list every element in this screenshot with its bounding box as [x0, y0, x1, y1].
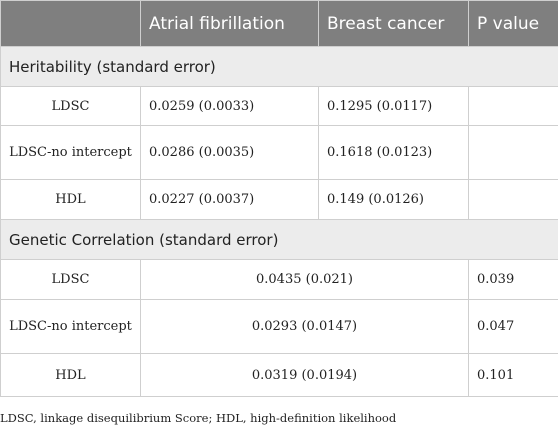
table-row: HDL 0.0319 (0.0194) 0.101 [0, 353, 558, 397]
section-title: Heritability (standard error) [0, 46, 558, 87]
p-value [468, 179, 558, 220]
header-breast-cancer: Breast cancer [318, 0, 469, 47]
section-title: Genetic Correlation (standard error) [0, 219, 558, 260]
method-cell: LDSC-no intercept [0, 125, 141, 180]
section-heritability: Heritability (standard error) [0, 46, 558, 87]
header-atrial-fibrillation: Atrial fibrillation [140, 0, 319, 47]
section-genetic-correlation: Genetic Correlation (standard error) [0, 219, 558, 260]
table-row: HDL 0.0227 (0.0037) 0.149 (0.0126) [0, 179, 558, 220]
method-cell: HDL [0, 179, 141, 220]
table-row: LDSC 0.0259 (0.0033) 0.1295 (0.0117) [0, 86, 558, 126]
table-footnote: LDSC, linkage disequilibrium Score; HDL,… [0, 411, 397, 425]
af-value: 0.0227 (0.0037) [140, 179, 319, 220]
af-value: 0.0259 (0.0033) [140, 86, 319, 126]
correlation-value: 0.0293 (0.0147) [140, 299, 469, 354]
p-value: 0.039 [468, 259, 558, 300]
header-p-value: P value [468, 0, 558, 47]
bc-value: 0.1618 (0.0123) [318, 125, 469, 180]
table-row: LDSC-no intercept 0.0286 (0.0035) 0.1618… [0, 125, 558, 180]
header-row: Atrial fibrillation Breast cancer P valu… [0, 0, 558, 47]
header-method [0, 0, 141, 47]
p-value [468, 86, 558, 126]
bc-value: 0.149 (0.0126) [318, 179, 469, 220]
table-row: LDSC-no intercept 0.0293 (0.0147) 0.047 [0, 299, 558, 354]
results-table: Atrial fibrillation Breast cancer P valu… [0, 0, 558, 397]
correlation-value: 0.0319 (0.0194) [140, 353, 469, 397]
bc-value: 0.1295 (0.0117) [318, 86, 469, 126]
table-row: LDSC 0.0435 (0.021) 0.039 [0, 259, 558, 300]
af-value: 0.0286 (0.0035) [140, 125, 319, 180]
method-cell: LDSC [0, 259, 141, 300]
method-cell: LDSC [0, 86, 141, 126]
correlation-value: 0.0435 (0.021) [140, 259, 469, 300]
method-cell: HDL [0, 353, 141, 397]
p-value: 0.047 [468, 299, 558, 354]
p-value: 0.101 [468, 353, 558, 397]
p-value [468, 125, 558, 180]
method-cell: LDSC-no intercept [0, 299, 141, 354]
